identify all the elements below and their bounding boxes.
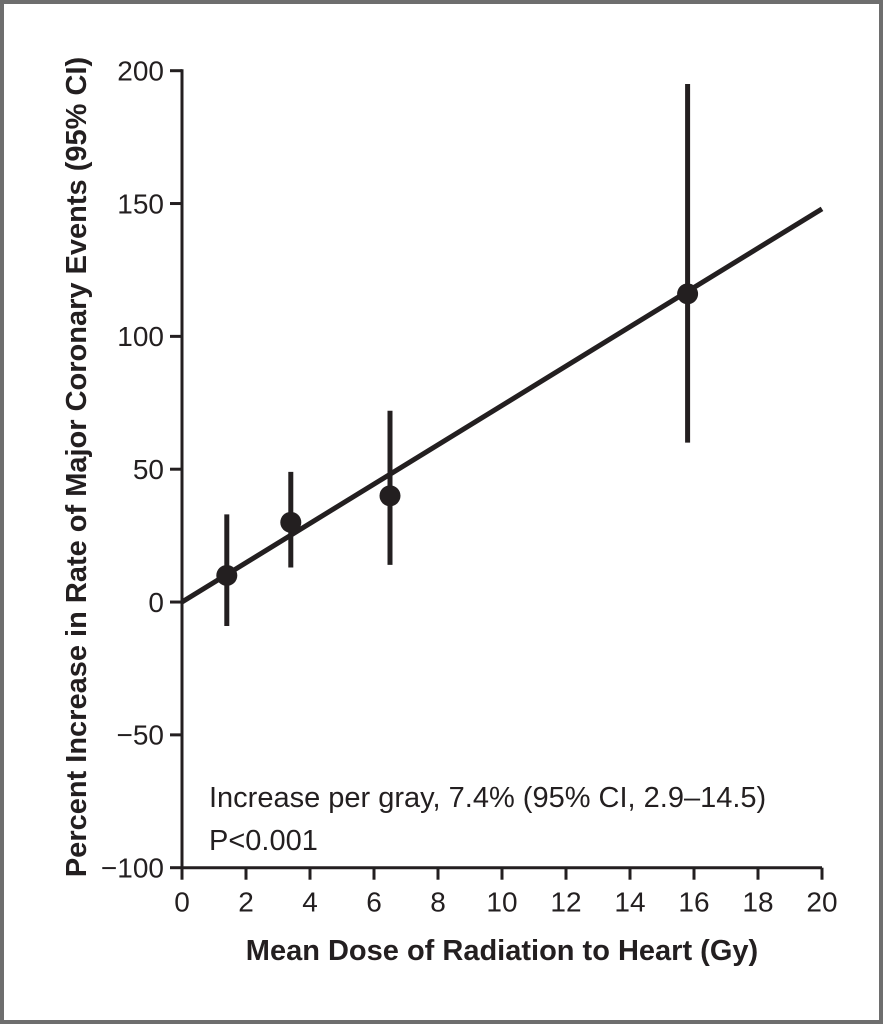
dose-response-scatter-chart: −100 −50 0 50 100 150 200 0 2 4 6 8 10 12 14 16 18 20 Per… xyxy=(61,56,838,968)
x-tick-label: 6 xyxy=(366,887,382,918)
y-axis-title: Percent Increase in Rate of Major Corona… xyxy=(61,57,93,877)
x-tick-label: 2 xyxy=(238,887,254,918)
y-tick-label: 100 xyxy=(117,321,164,352)
x-axis-title: Mean Dose of Radiation to Heart (Gy) xyxy=(246,935,758,967)
data-point xyxy=(216,564,238,586)
x-tick-label: 0 xyxy=(174,887,190,918)
y-tick-label: 0 xyxy=(148,587,164,618)
y-tick-label: −100 xyxy=(101,853,164,884)
x-tick-label: 18 xyxy=(742,887,773,918)
x-tick-label: 10 xyxy=(486,887,517,918)
data-point xyxy=(280,511,302,533)
data-point xyxy=(379,485,401,507)
regression-line xyxy=(180,206,824,605)
y-tick-label: 200 xyxy=(117,56,164,87)
x-tick-label: 20 xyxy=(806,887,837,918)
y-tick-label: 150 xyxy=(117,188,164,219)
regression-line-group xyxy=(180,206,824,605)
x-tick-label: 4 xyxy=(302,887,318,918)
y-tick-label: 50 xyxy=(133,454,164,485)
annotation-p-value: P<0.001 xyxy=(209,825,318,857)
annotation-increase-per-gray: Increase per gray, 7.4% (95% CI, 2.9–14.… xyxy=(209,782,766,814)
data-points-group xyxy=(216,83,699,626)
x-tick-label: 8 xyxy=(430,887,446,918)
axes: −100 −50 0 50 100 150 200 0 2 4 6 8 10 12 14 16 18 20 xyxy=(101,56,838,918)
x-tick-label: 16 xyxy=(678,887,709,918)
x-tick-label: 14 xyxy=(614,887,645,918)
data-point xyxy=(677,283,699,305)
x-tick-label: 12 xyxy=(550,887,581,918)
y-tick-label: −50 xyxy=(117,720,165,751)
